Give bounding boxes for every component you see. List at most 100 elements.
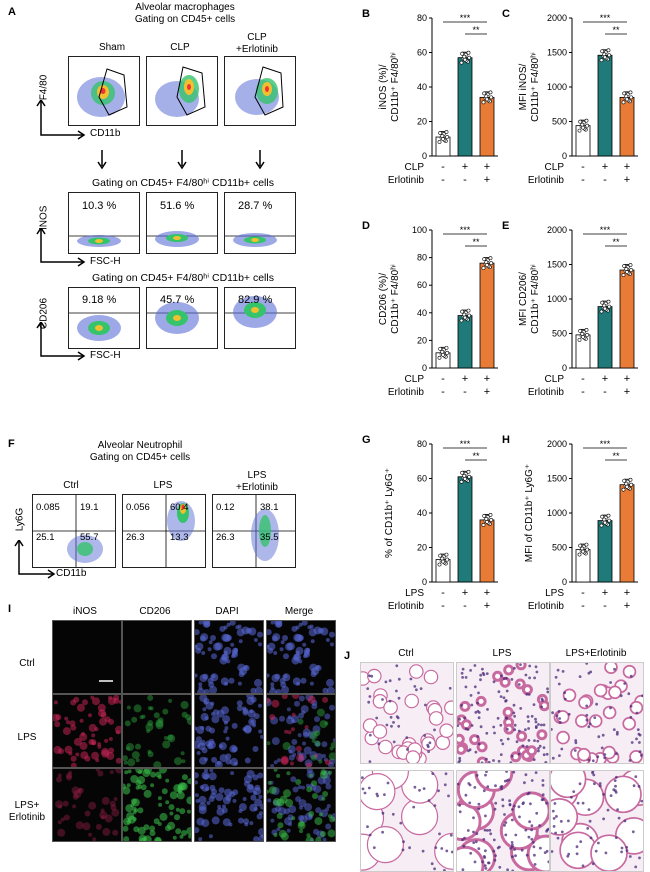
- treatment-row-label: Erlotinib: [388, 387, 425, 398]
- y-tick-label: 80: [417, 439, 427, 449]
- treatment-mark: -: [441, 587, 445, 599]
- he-image-r2-c3: [550, 770, 644, 872]
- data-point: [438, 131, 443, 135]
- treatment-mark: +: [484, 587, 490, 599]
- data-point: [445, 350, 450, 355]
- treatment-mark: -: [463, 600, 467, 612]
- data-point: [600, 49, 605, 54]
- treatment-row-label: Erlotinib: [388, 601, 425, 612]
- he-image-r1-c3: [550, 662, 644, 764]
- bar-chart-c: MFI iNOS/CD11b⁺ F4/80ʰⁱ 0 500 1000 1500 2000 *…: [518, 13, 638, 186]
- treatment-mark: +: [602, 587, 608, 599]
- data-point: [466, 469, 471, 474]
- neut-group-ctrl: Ctrl: [63, 480, 79, 491]
- facs-plot-sham-f480: [68, 56, 140, 126]
- sig-label-1: ***: [600, 225, 611, 235]
- data-point: [599, 523, 604, 528]
- y-tick-label: 60: [417, 280, 427, 290]
- data-point: [602, 517, 607, 522]
- he-image-r1-c1: [360, 662, 454, 764]
- y-tick-label: 0: [422, 577, 427, 587]
- data-point: [580, 331, 585, 336]
- data-point: [441, 559, 445, 564]
- micrograph-r2-c3: [194, 694, 264, 768]
- data-point: [467, 474, 472, 479]
- data-point: [488, 90, 493, 95]
- treatment-mark: -: [581, 174, 585, 186]
- panel-a-xaxis-label: CD11b: [90, 128, 121, 139]
- data-point: [437, 140, 442, 144]
- group-label-sham: Sham: [98, 42, 126, 53]
- panel-j-label: J: [344, 650, 351, 662]
- bar-chart-b: iNOS (%)/CD11b⁺ F4/80ʰⁱ 0 20 40 60 80 ***** CLP…: [378, 13, 498, 186]
- treatment-mark: -: [441, 373, 445, 385]
- y-tick-label: 60: [417, 474, 427, 484]
- ctrl-quad-lr: 55.7: [80, 532, 99, 543]
- treatment-mark: +: [462, 161, 468, 173]
- lps-quad-ur: 60.4: [170, 502, 189, 513]
- y-tick-label: 40: [417, 508, 427, 518]
- bar-2: [457, 476, 473, 583]
- treatment-row-label: Erlotinib: [528, 175, 565, 186]
- data-point: [444, 130, 449, 134]
- data-point: [438, 553, 443, 558]
- panel-b-label: B: [362, 8, 370, 20]
- micro-row-lps-erlotinib: LPS+ Erlotinib: [8, 800, 46, 823]
- data-point: [489, 518, 494, 522]
- micrograph-r3-c4: [266, 768, 336, 842]
- treatment-mark: -: [581, 373, 585, 385]
- panel-f-xaxis-label: CD11b: [56, 568, 87, 579]
- micrograph-r3-c2: [122, 768, 192, 842]
- y-tick-label: 0: [562, 363, 567, 373]
- treatment-row-label: Erlotinib: [388, 175, 425, 186]
- bar-3: [479, 96, 495, 157]
- data-point: [485, 97, 489, 102]
- inos-pct-sham: 10.3 %: [82, 200, 117, 212]
- data-point: [600, 514, 605, 519]
- facs-plot-clp-inos: [146, 192, 218, 254]
- treatment-mark: -: [463, 174, 467, 186]
- y-tick-label: 500: [552, 117, 567, 127]
- bar-3: [619, 96, 635, 157]
- bar-3: [619, 484, 635, 583]
- y-tick-label: 500: [552, 329, 567, 339]
- data-point: [577, 128, 582, 133]
- data-point: [444, 345, 449, 350]
- micrograph-r1-c4: [266, 620, 336, 694]
- treatment-mark: -: [441, 161, 445, 173]
- data-point: [577, 552, 582, 557]
- bar-3: [479, 262, 495, 369]
- inos-pct-clp-erlotinib: 28.7 %: [238, 200, 273, 212]
- lps-quad-ll: 26.3: [126, 532, 145, 543]
- micro-row-lps: LPS: [17, 732, 37, 743]
- data-point: [488, 513, 493, 517]
- panel-f-title-line2: Gating on CD45+ cells: [89, 452, 191, 463]
- facs-plot-clp-erlotinib-f480: [224, 56, 296, 126]
- data-point: [622, 91, 627, 96]
- ctrl-quad-ur: 19.1: [80, 502, 99, 513]
- lps-quad-lr: 13.3: [170, 532, 189, 543]
- treatment-mark: +: [602, 373, 608, 385]
- inos-axis-arrows: [36, 228, 86, 267]
- micrograph-r1-c3: [194, 620, 264, 694]
- treatment-mark: -: [581, 386, 585, 398]
- treatment-row-label: CLP: [405, 162, 425, 173]
- sig-label-2: **: [612, 451, 620, 461]
- treatment-mark: -: [581, 587, 585, 599]
- cd206-pct-clp-erlotinib: 82.9 %: [238, 294, 273, 306]
- data-point: [581, 125, 585, 130]
- treatment-row-label: LPS: [545, 588, 564, 599]
- facs-plot-lps-ly6g: [122, 494, 206, 568]
- data-point: [585, 123, 590, 128]
- gate-label-inos: Gating on CD45+ F4/80ʰⁱ CD11b+ cells: [92, 177, 274, 189]
- y-axis-label: MFI CD206/CD11b⁺ F4/80ʰⁱ: [518, 264, 541, 334]
- gating-arrows: [97, 150, 265, 170]
- panel-h-label: H: [502, 434, 510, 446]
- data-point: [624, 94, 629, 99]
- gate-label-cd206: Gating on CD45+ F4/80ʰⁱ CD11b+ cells: [92, 272, 274, 284]
- treatment-mark: +: [624, 600, 630, 612]
- treatment-row-label: CLP: [545, 374, 565, 385]
- data-point: [482, 514, 487, 518]
- data-point: [625, 270, 629, 274]
